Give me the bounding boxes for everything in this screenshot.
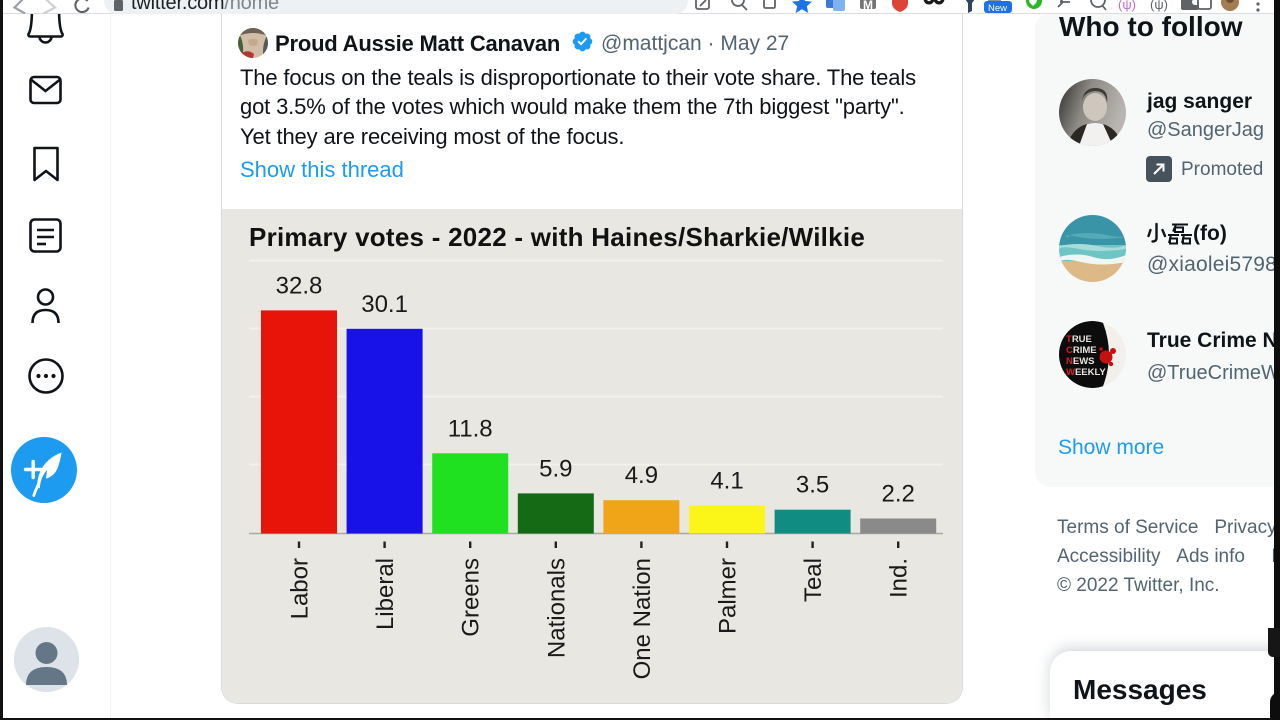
- svg-text:2.2: 2.2: [882, 481, 915, 508]
- svg-text:3.5: 3.5: [796, 472, 829, 499]
- svg-text:Ind.: Ind.: [886, 558, 913, 598]
- svg-text:Primary votes - 2022 - with Ha: Primary votes - 2022 - with Haines/Shark…: [249, 222, 865, 252]
- svg-text:Nationals: Nationals: [543, 558, 570, 658]
- svg-text:11.8: 11.8: [448, 415, 493, 442]
- svg-text:32.8: 32.8: [276, 272, 323, 299]
- svg-text:WEEKLY: WEEKLY: [1066, 367, 1106, 378]
- svg-text:30.1: 30.1: [361, 291, 408, 318]
- svg-text:5.9: 5.9: [539, 455, 572, 482]
- svg-text:NEWS: NEWS: [1066, 356, 1095, 367]
- svg-text:One Nation: One Nation: [629, 558, 656, 679]
- svg-text:Liberal: Liberal: [372, 558, 399, 630]
- svg-text:CRIME: CRIME: [1066, 345, 1097, 356]
- svg-text:Greens: Greens: [458, 558, 485, 637]
- svg-text:Labor: Labor: [287, 558, 314, 619]
- svg-text:(ψ): (ψ): [1118, 0, 1136, 12]
- svg-text:4.9: 4.9: [625, 462, 658, 489]
- svg-text:Palmer: Palmer: [715, 558, 742, 634]
- svg-text:(ψ): (ψ): [1150, 0, 1168, 12]
- svg-text:TRUE: TRUE: [1066, 334, 1092, 345]
- svg-text:M: M: [863, 0, 873, 12]
- svg-text:Teal: Teal: [800, 558, 827, 602]
- svg-text:New: New: [988, 3, 1007, 14]
- svg-text:4.1: 4.1: [710, 468, 743, 495]
